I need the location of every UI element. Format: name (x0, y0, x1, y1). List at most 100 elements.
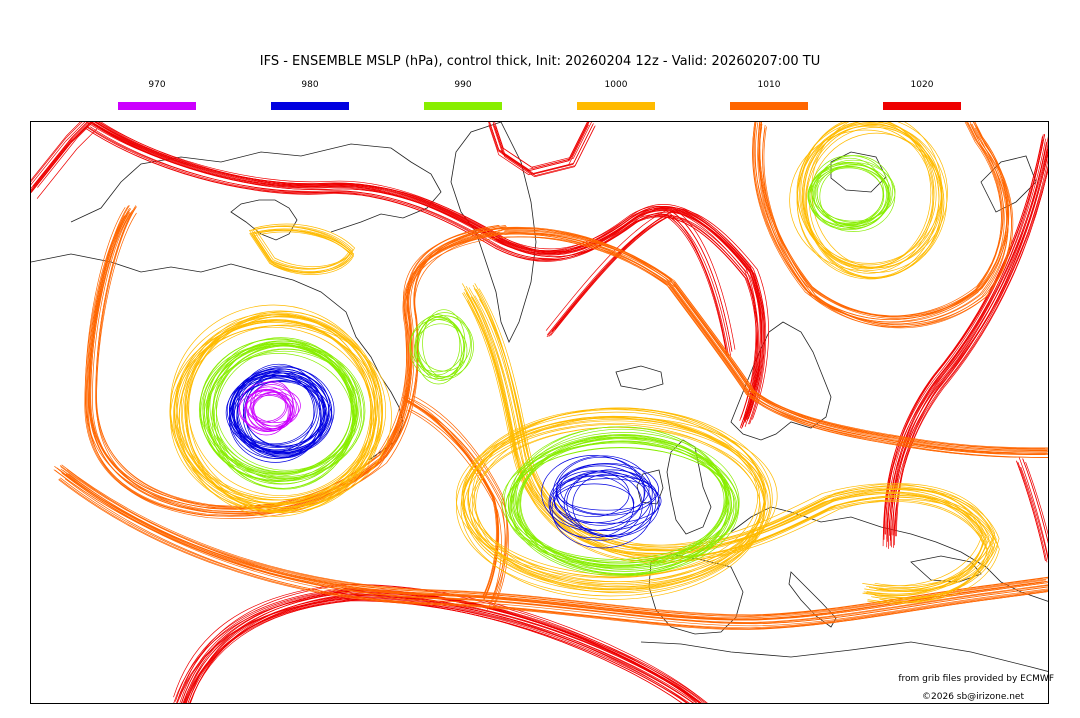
isobar-1000 (800, 122, 932, 270)
isobar-1020 (896, 168, 1048, 537)
legend-label: 990 (454, 80, 472, 90)
coastline-italy (788, 571, 837, 628)
isobar-970 (239, 381, 297, 432)
isobar-980 (554, 483, 635, 524)
isobar-1020 (93, 123, 766, 425)
isobar-1000 (469, 426, 761, 589)
isobar-1010 (498, 229, 1048, 451)
isobar-1010 (65, 475, 1048, 627)
isobar-1010 (498, 232, 1048, 454)
isobar-1020 (1022, 458, 1048, 544)
isobar-1020 (182, 595, 695, 703)
isobar-980 (559, 463, 650, 515)
isobar-990 (212, 348, 359, 478)
isobar-1010 (755, 122, 1005, 323)
isobar-1010 (59, 465, 1048, 616)
isobar-980 (548, 465, 652, 541)
isobar-1020 (492, 124, 594, 175)
isobar-1010 (411, 409, 506, 611)
isobar-990 (501, 442, 735, 562)
isobar-990 (199, 338, 357, 475)
coastline-greenland (450, 122, 537, 343)
legend-item-1000: 1000 (577, 80, 655, 110)
isobar-970 (250, 388, 301, 423)
isobar-1000 (252, 225, 354, 269)
isobar-1010 (65, 473, 1048, 625)
coastline-north-africa (640, 641, 1048, 672)
isobar-1020 (890, 146, 1048, 541)
isobar-1020 (889, 149, 1048, 546)
legend-item-1010: 1010 (730, 80, 808, 110)
isobar-1020 (547, 214, 728, 355)
isobar-1010 (757, 122, 1008, 317)
isobar-1020 (31, 122, 81, 181)
isobar-1020 (887, 141, 1047, 542)
isobar-1020 (1025, 461, 1048, 536)
isobar-1020 (551, 211, 733, 352)
isobar-1000 (460, 416, 766, 600)
isobar-1020 (86, 128, 758, 429)
isobar-1010 (496, 233, 1046, 455)
isobar-1010 (759, 122, 1009, 318)
coastline-europe (730, 506, 1048, 602)
isobar-1020 (90, 122, 762, 422)
isobar-1010 (403, 400, 499, 601)
isobar-980 (236, 375, 328, 457)
isobar-1020 (31, 122, 86, 186)
isobar-980 (233, 366, 335, 454)
isobar-1000 (187, 314, 375, 497)
isobar-980 (551, 470, 653, 549)
isobar-1000 (253, 231, 355, 275)
isobar-1020 (187, 596, 697, 703)
isobar-1020 (882, 146, 1043, 547)
isobar-1010 (58, 478, 1048, 630)
isobar-1000 (253, 229, 355, 274)
legend-item-970: 970 (118, 80, 196, 110)
isobar-1010 (505, 236, 1048, 458)
isobar-1010 (762, 127, 1012, 329)
isobar-990 (206, 343, 366, 479)
isobar-1000 (182, 319, 372, 509)
isobar-1000 (803, 122, 935, 274)
coastline-svalbard (830, 151, 887, 193)
isobar-1010 (403, 398, 499, 600)
isobar-990 (809, 161, 887, 228)
credit-copyright: ©2026 sb@irizone.net (922, 692, 1024, 702)
isobar-1020 (1020, 466, 1048, 561)
isobar-1010 (96, 206, 507, 508)
isobar-990 (417, 312, 472, 380)
isobar-1020 (883, 139, 1044, 540)
isobar-1010 (60, 466, 1048, 617)
isobar-1020 (889, 136, 1048, 536)
isobar-1020 (89, 126, 762, 427)
isobar-1020 (33, 122, 90, 188)
isobar-970 (245, 388, 288, 424)
isobar-1020 (1017, 462, 1048, 563)
legend-label: 970 (148, 80, 166, 90)
isobar-1010 (404, 398, 499, 600)
isobar-1010 (88, 210, 499, 513)
isobar-1010 (403, 395, 498, 596)
coastline-scandinavia (730, 321, 832, 441)
isobar-map (31, 122, 1048, 703)
isobar-1020 (37, 122, 94, 188)
isobar-980 (242, 372, 325, 447)
isobar-1010 (61, 464, 1048, 616)
isobar-1000 (796, 123, 943, 280)
isobar-1020 (183, 600, 687, 703)
isobar-1020 (100, 122, 769, 420)
isobar-990 (516, 437, 735, 575)
isobar-1000 (468, 287, 990, 591)
coastline-ireland (636, 469, 664, 505)
isobar-980 (572, 473, 643, 537)
isobar-980 (553, 478, 662, 524)
isobar-1010 (499, 227, 1048, 450)
isobar-1010 (752, 122, 1002, 323)
isobar-1000 (804, 124, 943, 279)
isobar-1010 (758, 126, 1009, 328)
isobar-1010 (404, 398, 500, 600)
isobar-1010 (92, 210, 503, 512)
isobar-1010 (752, 122, 1002, 320)
isobar-1020 (554, 209, 736, 350)
isobar-990 (814, 157, 884, 226)
